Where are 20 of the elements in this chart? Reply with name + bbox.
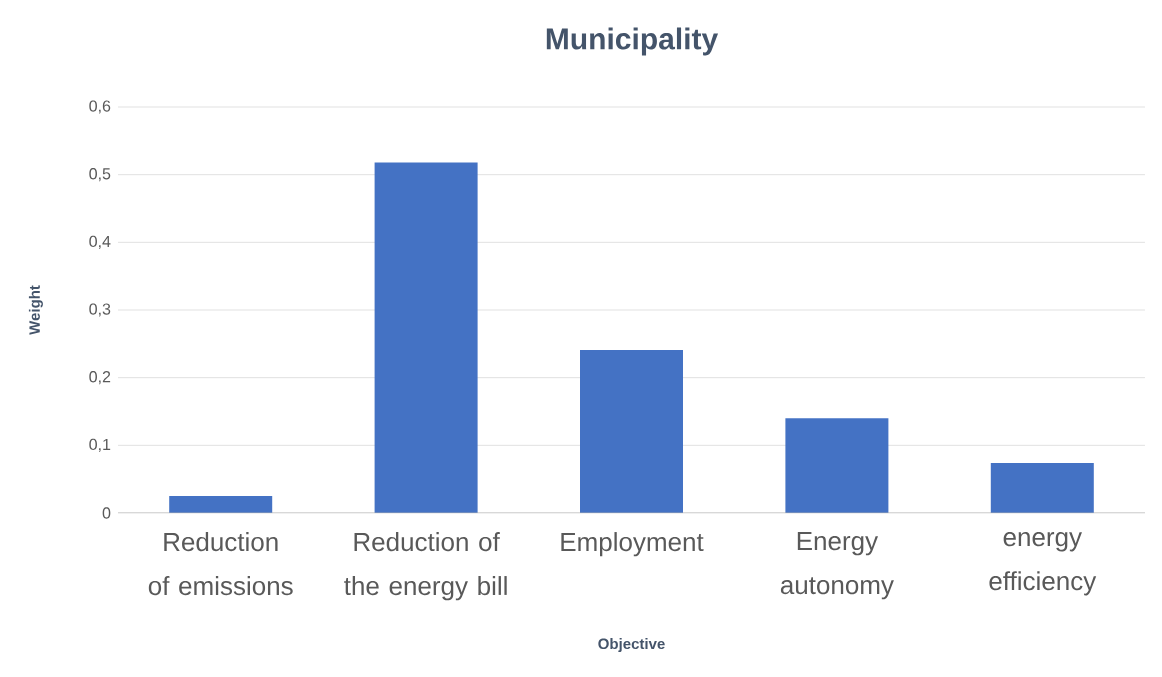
x-tick-label: Employment xyxy=(561,532,704,557)
bar xyxy=(169,496,273,513)
y-tick-label: 0,6 xyxy=(89,100,111,114)
bar xyxy=(580,349,683,513)
x-axis-title: Objective xyxy=(598,638,665,653)
x-tick-label: Reduction of emissions xyxy=(148,532,293,596)
x-tick-label: energy efficiency xyxy=(989,532,1097,596)
x-tick-label: Reduction of the energy bill xyxy=(344,532,507,601)
y-tick-label: 0 xyxy=(102,507,111,519)
y-axis-title: Weight xyxy=(28,285,43,335)
y-tick-label: 0,3 xyxy=(89,303,111,317)
y-tick-label: 0,5 xyxy=(89,168,111,182)
chart-title: Municipality xyxy=(546,27,719,56)
bar xyxy=(990,462,1094,513)
y-tick-label: 0,4 xyxy=(89,235,111,249)
bar xyxy=(785,418,889,513)
y-tick-label: 0,1 xyxy=(89,438,111,452)
y-tick-label: 0,2 xyxy=(89,371,111,385)
x-tick-label: Energy autonomy xyxy=(780,532,894,600)
bar xyxy=(374,162,478,513)
